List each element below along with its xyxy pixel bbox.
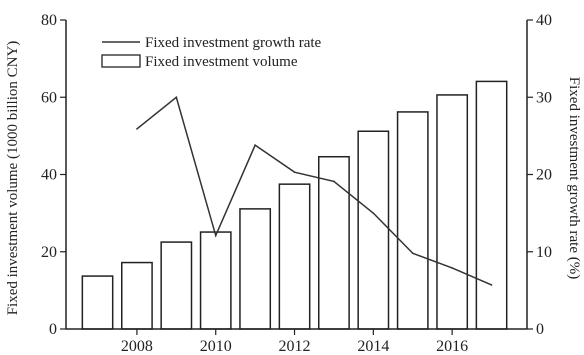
y-tick-label-right: 0 — [536, 321, 544, 338]
y-tick-label-right: 30 — [536, 89, 552, 106]
legend-bar-swatch — [101, 54, 141, 68]
bar-2017 — [475, 80, 508, 330]
growth-rate-point-2017 — [490, 284, 493, 286]
bars-group — [81, 80, 508, 330]
growth-rate-point-2014 — [372, 212, 375, 214]
x-tick-label: 2012 — [279, 338, 311, 355]
y-tick-label-left: 20 — [41, 244, 57, 261]
bar-2008 — [121, 261, 153, 330]
y-tick-label-right: 20 — [536, 167, 552, 184]
bar-2013 — [318, 155, 350, 330]
growth-rate-point-2009 — [175, 96, 178, 99]
x-tick-label: 2008 — [121, 338, 153, 355]
growth-rate-point-2016 — [451, 267, 453, 269]
growth-rate-point-2015 — [411, 252, 414, 255]
growth-rate-point-2008 — [136, 128, 138, 130]
x-tick-label: 2010 — [200, 338, 232, 355]
bar-2012 — [278, 183, 311, 330]
y-tick-label-right: 40 — [536, 12, 552, 29]
growth-rate-line — [136, 95, 492, 286]
bar-2010 — [199, 231, 232, 330]
legend-label-volume: Fixed investment volume — [145, 54, 298, 70]
legend: Fixed investment growth rate Fixed invest… — [101, 35, 322, 70]
growth-rate-point-2012 — [293, 171, 296, 173]
growth-rate-point-2010 — [214, 234, 217, 237]
growth-line-group — [136, 95, 493, 286]
bar-2016 — [436, 94, 469, 330]
ticks-group: 0 20 40 60 80 0 10 20 30 40 2008 2010 2012 2014 2016 — [41, 12, 552, 355]
y-tick-label-left: 60 — [41, 89, 57, 106]
y-tick-label-left: 80 — [41, 12, 57, 29]
bar-2011 — [239, 208, 272, 330]
x-tick-label: 2014 — [357, 338, 389, 355]
y-axis-label-left: Fixed investment volume (1000 billion CN… — [5, 41, 21, 316]
growth-rate-point-2013 — [333, 180, 335, 183]
bar-2015 — [396, 111, 429, 330]
y-tick-label-right: 10 — [536, 244, 552, 261]
legend-label-growth-rate: Fixed investment growth rate — [145, 35, 322, 51]
bar-2009 — [160, 241, 193, 330]
x-tick-label: 2016 — [436, 338, 468, 355]
bar-2014 — [357, 130, 390, 330]
y-tick-label-left: 0 — [49, 321, 57, 338]
y-tick-label-left: 40 — [41, 167, 57, 184]
bar-2007 — [81, 275, 114, 330]
growth-rate-point-2011 — [254, 144, 256, 146]
y-axis-label-right: Fixed investment growth rate (%) — [566, 77, 582, 279]
